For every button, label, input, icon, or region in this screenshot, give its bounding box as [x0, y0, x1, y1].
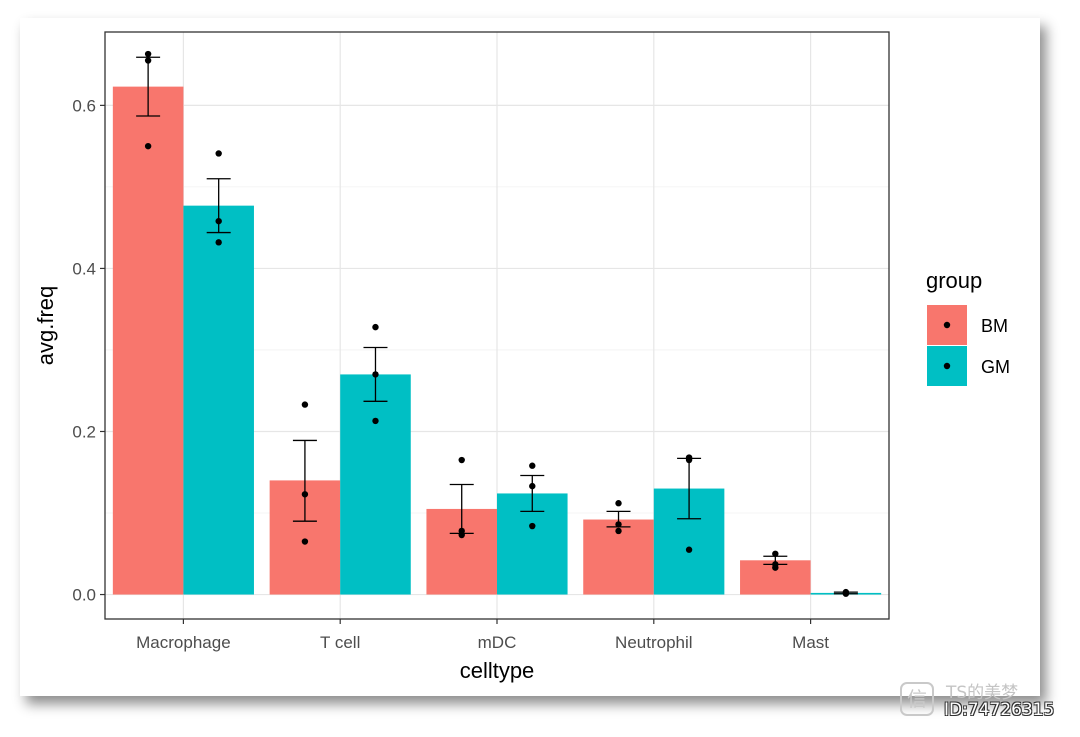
data-point-bm: [301, 491, 309, 498]
data-point-gm: [685, 456, 693, 464]
data-point-gm: [529, 462, 536, 469]
y-axis-label: avg.freq: [33, 286, 58, 366]
error-bars: [136, 56, 858, 595]
watermark-name: TS的美梦: [946, 683, 1019, 703]
data-point-gm: [529, 482, 536, 490]
data-point-bm: [772, 564, 779, 571]
y-tick-label: 0.4: [72, 259, 96, 278]
legend-label-bm: BM: [981, 316, 1008, 336]
bar-bm-macrophage: [112, 86, 184, 595]
bars: [112, 86, 882, 595]
x-axis: Macrophage T cell mDC Neutrophil Mast: [136, 619, 829, 652]
data-point-bm: [301, 401, 309, 408]
legend-key-point-gm: [943, 362, 951, 370]
data-point-gm: [372, 371, 379, 378]
figure-card: 0.0 0.2 0.4 0.6 Macrophage T cell mDC Neutroph…: [20, 18, 1040, 696]
data-point-bm: [615, 527, 622, 535]
y-tick-label: 0.6: [72, 96, 96, 115]
legend-title: group: [926, 268, 982, 293]
x-tick-label: Mast: [792, 633, 829, 652]
legend: group BM GM: [926, 268, 1010, 386]
data-point-gm: [215, 217, 222, 225]
data-point-gm: [842, 590, 850, 597]
data-point-gm: [372, 417, 379, 425]
watermark-logo-icon: 信: [900, 682, 934, 716]
data-point-bm: [772, 550, 779, 557]
data-point-gm: [529, 522, 536, 530]
y-tick-label: 0.2: [72, 422, 96, 441]
data-point-gm: [215, 150, 222, 157]
bar-gm-t-cell: [340, 374, 411, 595]
data-points: [144, 50, 850, 597]
data-point-bm: [458, 456, 465, 464]
data-point-gm: [215, 239, 222, 246]
data-point-bm: [458, 531, 465, 539]
x-tick-label: Neutrophil: [615, 633, 693, 652]
x-axis-label: celltype: [460, 658, 535, 683]
watermark-id: ID:74726315: [944, 700, 1055, 720]
x-tick-label: Macrophage: [136, 633, 231, 652]
x-tick-label: T cell: [320, 633, 360, 652]
data-point-gm: [685, 546, 693, 553]
data-point-bm: [301, 538, 309, 545]
watermark: 信 TS的美梦 ID:74726315: [896, 676, 1076, 726]
data-point-gm: [372, 323, 379, 331]
data-point-bm: [144, 50, 152, 58]
x-tick-label: mDC: [478, 633, 517, 652]
data-point-bm: [144, 142, 152, 150]
bar-gm-macrophage: [183, 205, 254, 595]
legend-label-gm: GM: [981, 357, 1010, 377]
data-point-bm: [144, 57, 152, 64]
data-point-bm: [615, 521, 622, 528]
chart: 0.0 0.2 0.4 0.6 Macrophage T cell mDC Neutroph…: [33, 31, 1010, 683]
y-tick-label: 0.0: [72, 586, 96, 605]
legend-key-point-bm: [943, 321, 951, 329]
data-point-bm: [615, 500, 622, 507]
y-axis: 0.0 0.2 0.4 0.6: [72, 96, 105, 605]
